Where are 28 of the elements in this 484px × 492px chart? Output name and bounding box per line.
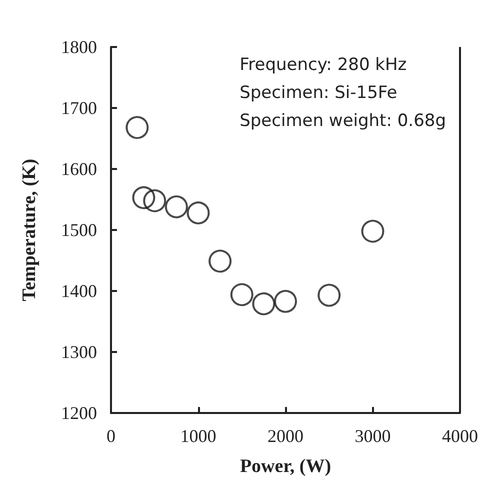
point xyxy=(126,116,149,140)
x-tick-label: 4000 xyxy=(442,426,478,446)
annotation: Specimen weight: 0.68g xyxy=(240,111,446,131)
y-tick-label: 1800 xyxy=(61,37,97,57)
point xyxy=(230,283,254,306)
y-tick-label: 1200 xyxy=(61,403,97,423)
x-tick-label: 0 xyxy=(106,426,116,446)
annotation: Specimen: Si-15Fe xyxy=(240,83,398,103)
point xyxy=(132,186,156,210)
x-tick-label: 2000 xyxy=(268,426,304,446)
point xyxy=(274,290,297,313)
y-tick-label: 1400 xyxy=(61,281,97,301)
y-tick-label: 1600 xyxy=(61,159,97,179)
point xyxy=(208,250,232,273)
point xyxy=(361,220,384,243)
point xyxy=(318,284,341,307)
y-axis-title: Temperature, (K) xyxy=(19,158,40,302)
point xyxy=(186,201,210,224)
y-tick-label: 1300 xyxy=(61,342,97,362)
y-tick-label: 1500 xyxy=(61,220,97,240)
y-tick-label: 1700 xyxy=(61,98,97,118)
point xyxy=(164,195,188,218)
point xyxy=(143,189,166,212)
x-tick-label: 3000 xyxy=(354,426,391,446)
annotation: Frequency: 280 kHz xyxy=(240,55,407,75)
x-axis-title: Power, (W) xyxy=(240,456,332,477)
point xyxy=(252,292,276,316)
x-tick-label: 1000 xyxy=(180,426,216,446)
